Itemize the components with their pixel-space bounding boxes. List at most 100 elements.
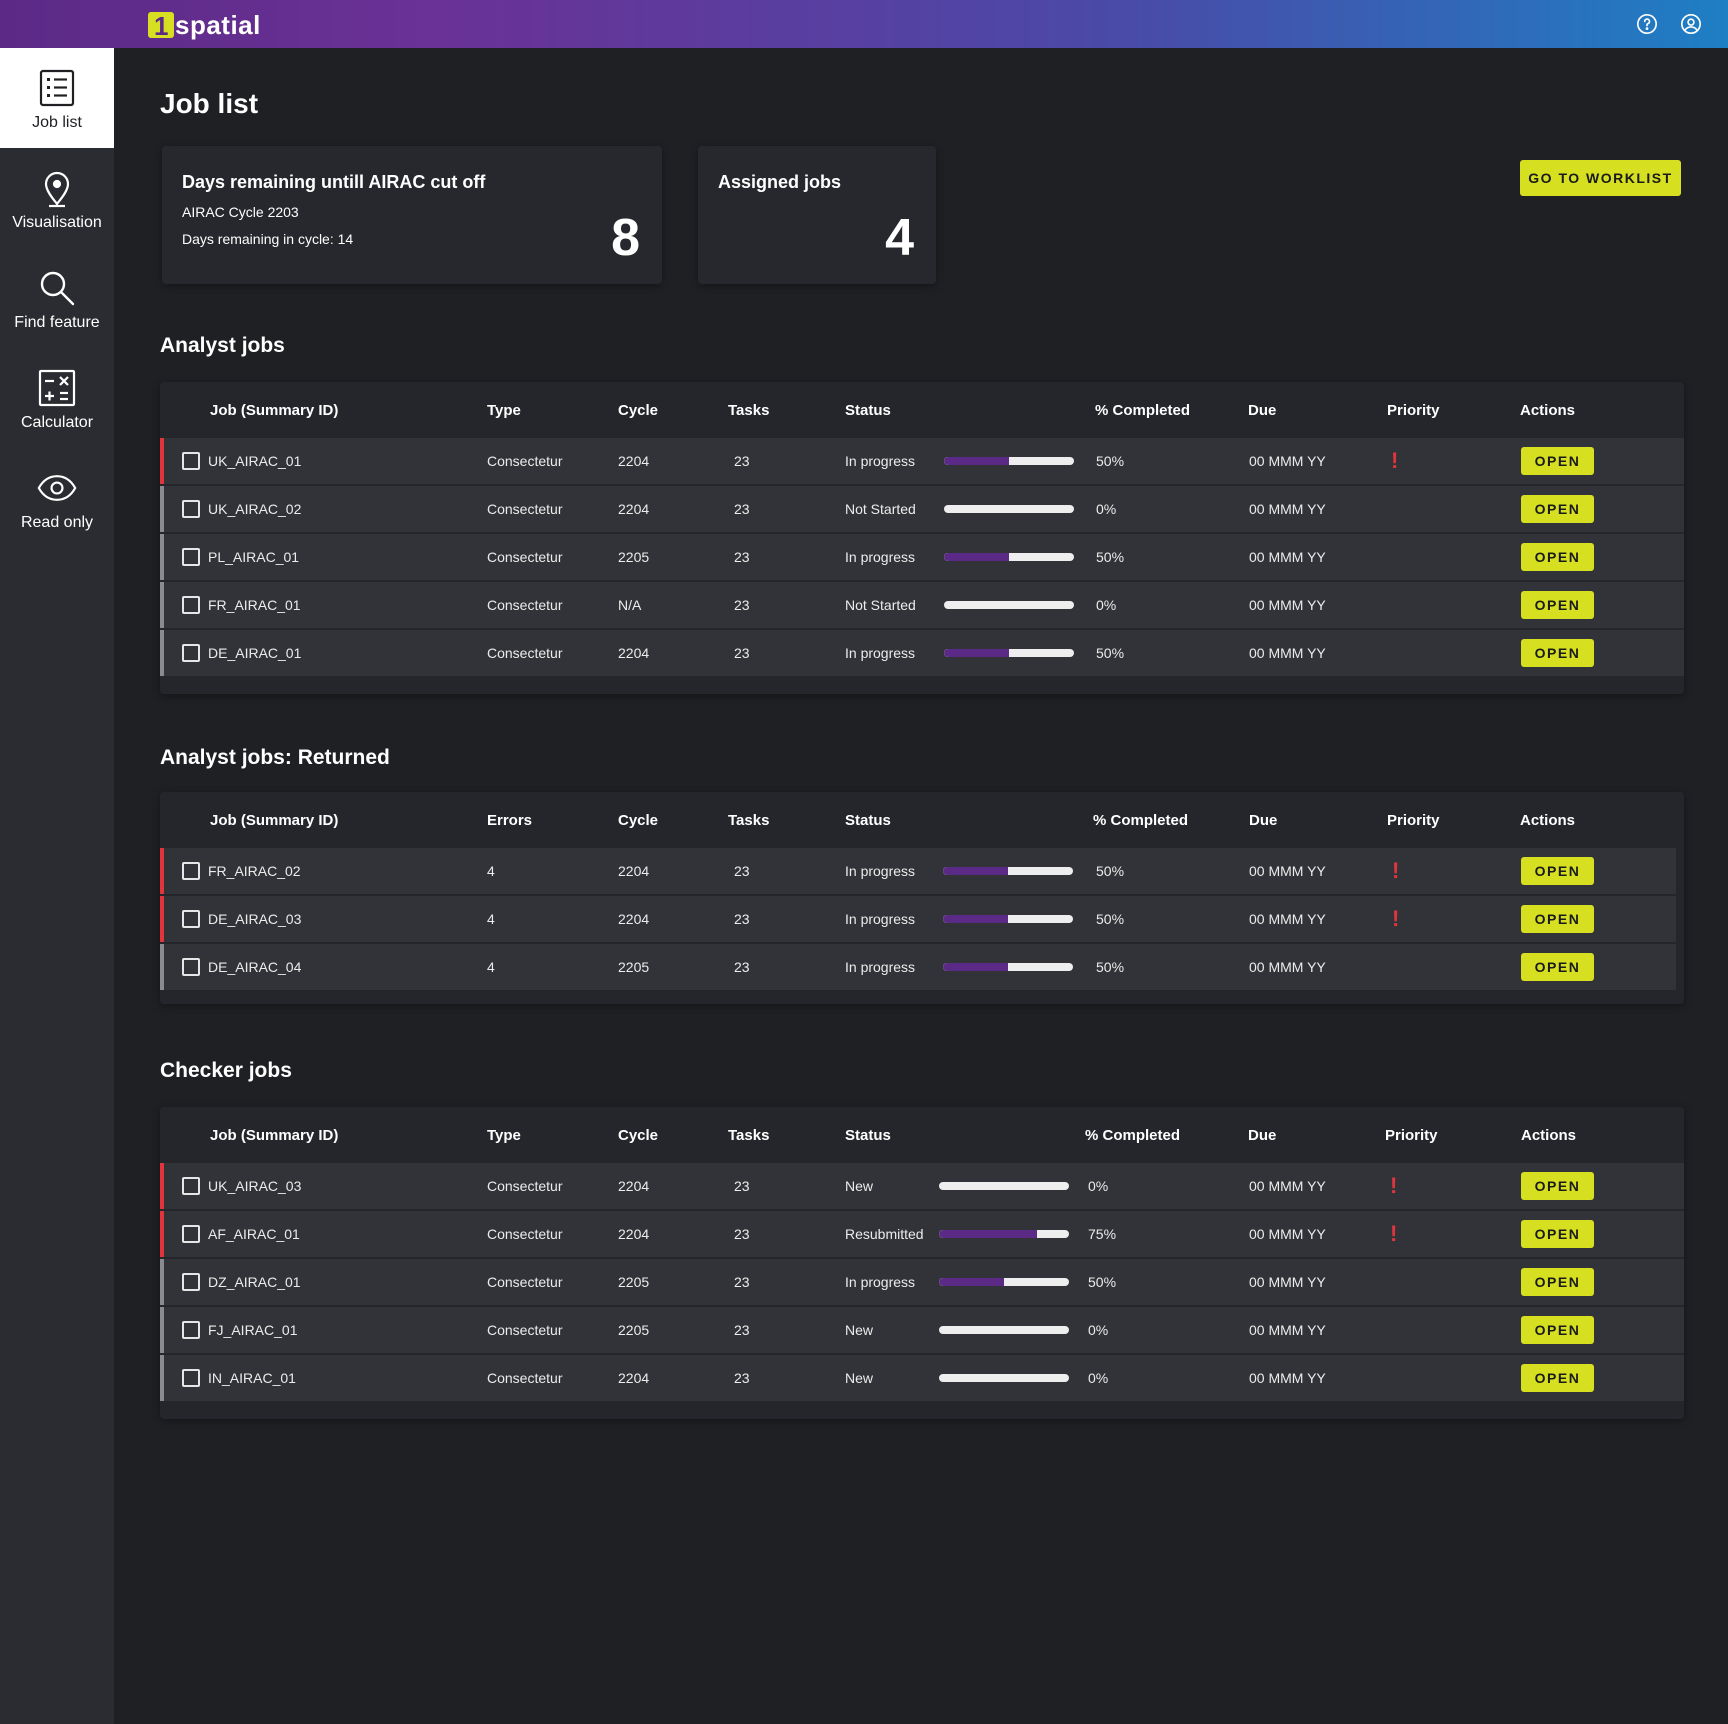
row-checkbox[interactable] — [182, 958, 200, 976]
open-button[interactable]: OPEN — [1521, 543, 1594, 571]
job-id-cell: DE_AIRAC_04 — [208, 959, 302, 975]
due-cell: 00 MMM YY — [1249, 453, 1326, 469]
type-cell: Consectetur — [487, 1322, 563, 1338]
open-button[interactable]: OPEN — [1521, 1172, 1594, 1200]
cycle-cell: N/A — [618, 597, 642, 613]
card-cycle: AIRAC Cycle 2203 — [182, 204, 299, 220]
help-circle-icon[interactable] — [1636, 13, 1658, 35]
card-remaining: Days remaining in cycle: 14 — [182, 231, 354, 247]
sidebar-item-calculator[interactable]: Calculator — [0, 348, 114, 448]
sidebar-item-find-feature[interactable]: Find feature — [0, 248, 114, 348]
row-checkbox[interactable] — [182, 862, 200, 880]
row-checkbox[interactable] — [182, 1177, 200, 1195]
header-tasks: Tasks — [728, 1127, 770, 1144]
header-priority: Priority — [1387, 812, 1440, 829]
header-tasks: Tasks — [728, 812, 770, 829]
open-button[interactable]: OPEN — [1521, 1364, 1594, 1392]
type-cell: Consectetur — [487, 1274, 563, 1290]
cycle-cell: 2204 — [618, 645, 650, 661]
row-checkbox[interactable] — [182, 644, 200, 662]
type-cell: Consectetur — [487, 1226, 563, 1242]
cycle-cell: 2204 — [618, 453, 650, 469]
row-checkbox[interactable] — [182, 910, 200, 928]
table-row: UK_AIRAC_01 Consectetur 2204 23 In progress 5… — [160, 438, 1684, 484]
logo-text: spatial — [175, 10, 261, 40]
due-cell: 00 MMM YY — [1249, 1178, 1326, 1194]
completed-cell: 50% — [1096, 911, 1125, 927]
table-row: AF_AIRAC_01 Consectetur 2204 23 Resubmitted 7… — [160, 1211, 1684, 1257]
sidebar-item-read-only[interactable]: Read only — [0, 448, 114, 548]
go-to-worklist-button[interactable]: GO TO WORKLIST — [1520, 160, 1681, 196]
open-button[interactable]: OPEN — [1521, 495, 1594, 523]
sidebar-item-visualisation[interactable]: Visualisation — [0, 148, 114, 248]
open-button[interactable]: OPEN — [1521, 953, 1594, 981]
header-due: Due — [1249, 812, 1278, 829]
header-status: Status — [845, 1127, 891, 1144]
sidebar-item-job-list[interactable]: Job list — [0, 48, 114, 148]
table-row: PL_AIRAC_01 Consectetur 2205 23 In progress 5… — [160, 534, 1684, 580]
job-id-cell: DZ_AIRAC_01 — [208, 1274, 301, 1290]
cycle-cell: 2205 — [618, 959, 650, 975]
job-id-cell: DE_AIRAC_01 — [208, 645, 302, 661]
progress-bar — [943, 963, 1073, 971]
table-row: DZ_AIRAC_01 Consectetur 2205 23 In progress 5… — [160, 1259, 1684, 1305]
open-button[interactable]: OPEN — [1521, 1220, 1594, 1248]
completed-cell: 0% — [1088, 1322, 1109, 1338]
open-button[interactable]: OPEN — [1521, 905, 1594, 933]
completed-cell: 50% — [1088, 1274, 1117, 1290]
sidebar-item-label: Visualisation — [12, 214, 102, 231]
progress-bar-fill — [943, 867, 1008, 875]
job-id-cell: FR_AIRAC_01 — [208, 597, 301, 613]
due-cell: 00 MMM YY — [1249, 911, 1326, 927]
progress-bar-fill — [944, 553, 1009, 561]
header-tasks: Tasks — [728, 402, 770, 419]
header-job-id: Job (Summary ID) — [210, 402, 339, 419]
open-button[interactable]: OPEN — [1521, 857, 1594, 885]
job-id-cell: PL_AIRAC_01 — [208, 549, 300, 565]
progress-bar — [939, 1326, 1069, 1334]
header-type: Type — [487, 402, 521, 419]
status-cell: In progress — [845, 1274, 916, 1290]
progress-bar — [944, 553, 1074, 561]
type-cell: Consectetur — [487, 1178, 563, 1194]
search-icon — [40, 271, 75, 306]
account-circle-icon[interactable] — [1680, 13, 1702, 35]
card-value: 4 — [885, 209, 914, 267]
row-checkbox[interactable] — [182, 452, 200, 470]
open-button[interactable]: OPEN — [1521, 1268, 1594, 1296]
header-completed: % Completed — [1085, 1127, 1181, 1144]
row-checkbox[interactable] — [182, 1369, 200, 1387]
sidebar-item-label: Find feature — [14, 314, 100, 331]
header-actions: Actions — [1520, 812, 1576, 829]
header-due: Due — [1248, 402, 1277, 419]
table-row: DE_AIRAC_03 4 2204 23 In progress 50% 00 MMM Y… — [160, 896, 1676, 942]
section-title-returned: Analyst jobs: Returned — [160, 746, 390, 769]
header-status: Status — [845, 812, 891, 829]
progress-bar — [939, 1182, 1069, 1190]
progress-bar — [944, 601, 1074, 609]
type-cell: Consectetur — [487, 453, 563, 469]
job-id-cell: FJ_AIRAC_01 — [208, 1322, 298, 1338]
section-title-checker: Checker jobs — [160, 1059, 292, 1082]
open-button[interactable]: OPEN — [1521, 591, 1594, 619]
table-row: IN_AIRAC_01 Consectetur 2204 23 New 0% 00 MMM … — [160, 1355, 1684, 1401]
row-checkbox[interactable] — [182, 1273, 200, 1291]
due-cell: 00 MMM YY — [1249, 1370, 1326, 1386]
open-button[interactable]: OPEN — [1521, 447, 1594, 475]
progress-bar-fill — [939, 1230, 1037, 1238]
type-cell: Consectetur — [487, 597, 563, 613]
status-cell: In progress — [845, 645, 916, 661]
header-completed: % Completed — [1095, 402, 1191, 419]
row-checkbox[interactable] — [182, 1321, 200, 1339]
list-icon — [39, 69, 75, 107]
row-checkbox[interactable] — [182, 500, 200, 518]
row-checkbox[interactable] — [182, 1225, 200, 1243]
cycle-cell: 2205 — [618, 1322, 650, 1338]
sidebar-item-label: Job list — [32, 114, 82, 131]
sidebar: Job list Visualisation Find feature Calc… — [0, 48, 114, 1724]
header-status: Status — [845, 402, 891, 419]
row-checkbox[interactable] — [182, 548, 200, 566]
row-checkbox[interactable] — [182, 596, 200, 614]
open-button[interactable]: OPEN — [1521, 1316, 1594, 1344]
open-button[interactable]: OPEN — [1521, 639, 1594, 667]
